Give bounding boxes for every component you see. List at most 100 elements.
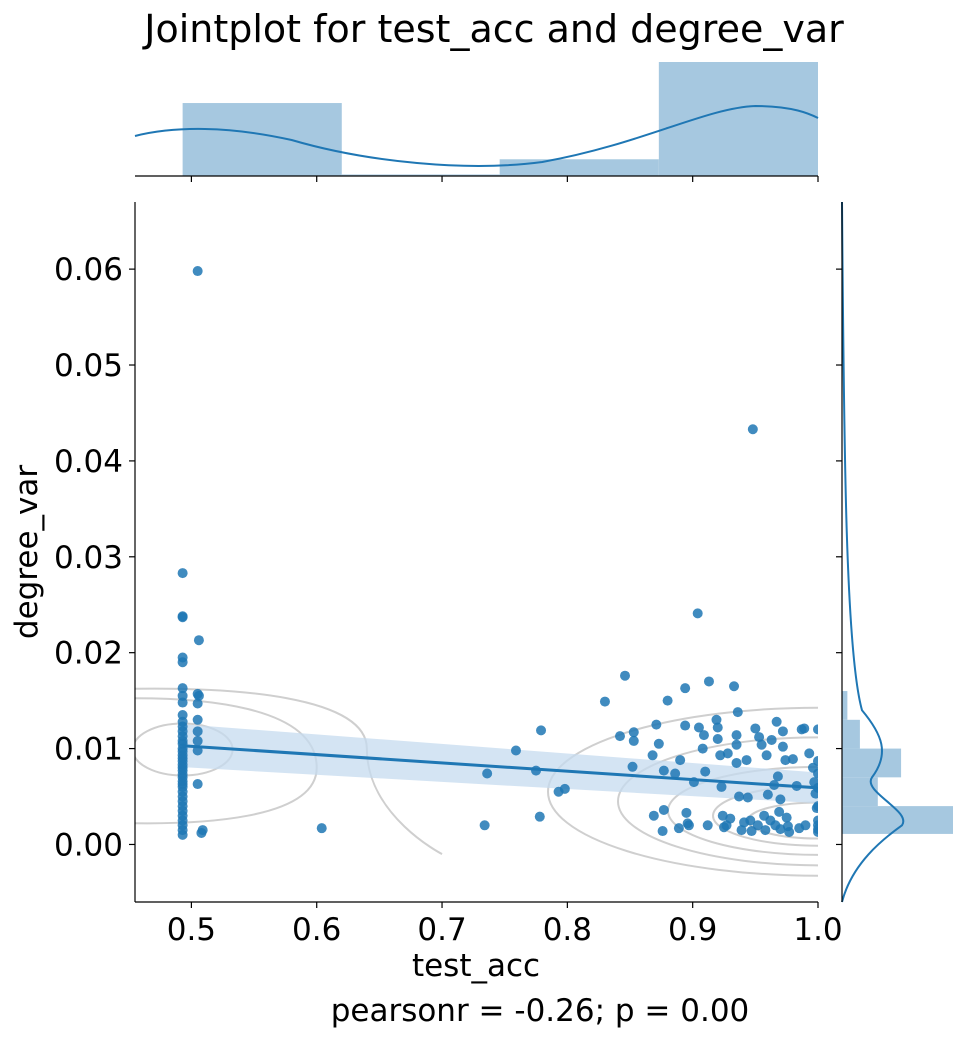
data-point <box>614 731 625 742</box>
data-point <box>648 810 659 821</box>
data-point <box>761 750 772 761</box>
data-point <box>651 719 662 730</box>
data-point <box>693 722 704 733</box>
data-point <box>177 683 188 694</box>
data-point <box>787 754 798 765</box>
data-point <box>647 750 658 761</box>
data-point <box>192 714 203 725</box>
data-point <box>192 779 203 790</box>
data-point <box>734 791 745 802</box>
data-point <box>536 725 547 736</box>
data-point <box>813 724 818 735</box>
data-point <box>712 733 723 744</box>
data-point <box>736 825 747 836</box>
y-tick-label: 0.00 <box>54 827 123 863</box>
y-tick-label: 0.04 <box>54 444 123 480</box>
x-axis-ticks: 0.5 0.6 0.7 0.8 0.9 1.0 <box>167 902 843 948</box>
y-tick-label: 0.01 <box>54 732 123 768</box>
data-point <box>627 761 638 772</box>
data-point <box>662 695 673 706</box>
x-axis-label: test_acc <box>412 948 540 984</box>
data-point <box>813 768 818 779</box>
data-point <box>777 741 788 752</box>
data-point <box>715 750 726 761</box>
data-point <box>752 820 763 831</box>
y-axis-ticks: 0.00 0.01 0.02 0.03 0.04 0.05 0.06 <box>54 252 135 863</box>
data-point <box>760 825 771 836</box>
data-point <box>599 696 610 707</box>
data-point <box>804 748 815 759</box>
x-tick-label: 0.9 <box>668 912 717 948</box>
data-point <box>628 735 639 746</box>
data-point <box>784 827 795 837</box>
data-point <box>813 801 818 812</box>
y-hist-bar <box>842 777 878 807</box>
data-point <box>192 735 203 746</box>
scatter-points <box>177 266 818 840</box>
data-point <box>177 612 188 623</box>
data-point <box>711 714 722 725</box>
y-hist-bar <box>842 719 860 749</box>
y-hist-bar <box>842 691 848 720</box>
data-point <box>673 823 684 834</box>
data-point <box>628 727 639 738</box>
x-tick-label: 0.6 <box>292 912 341 948</box>
data-point <box>766 734 777 745</box>
data-point <box>774 806 785 817</box>
y-marginal-histogram <box>836 201 953 903</box>
x-marginal-kde-curve <box>134 104 819 167</box>
regression-line <box>182 744 818 790</box>
data-point <box>813 756 818 767</box>
kde-contour <box>547 706 818 877</box>
data-point <box>177 697 188 708</box>
x-hist-bar <box>182 103 342 176</box>
data-point <box>775 824 786 835</box>
data-point <box>731 739 742 750</box>
kde-contour <box>712 784 818 847</box>
y-tick-label: 0.05 <box>54 348 123 384</box>
regression-ci-area <box>182 724 818 804</box>
regression-line-path <box>182 744 818 790</box>
main-scatter-axes: 0.5 0.6 0.7 0.8 0.9 1.0 0.000.010.020.030.040… <box>54 202 843 948</box>
data-point <box>731 730 742 741</box>
data-point <box>658 765 669 776</box>
y-tick-label: 0.03 <box>54 540 123 576</box>
data-point <box>700 766 711 777</box>
data-point <box>697 743 708 754</box>
data-point <box>777 726 788 737</box>
data-point <box>732 707 743 718</box>
data-point <box>680 720 691 731</box>
x-marginal-histogram <box>134 62 819 182</box>
data-point <box>772 771 783 782</box>
data-point <box>702 820 713 831</box>
data-point <box>680 683 691 694</box>
kde-contour <box>617 736 818 867</box>
data-point <box>479 820 490 831</box>
chart-title: Jointplot for test_acc and degree_var <box>142 7 844 51</box>
data-point <box>775 794 786 805</box>
data-point <box>698 730 709 741</box>
data-point <box>800 820 811 831</box>
data-point <box>196 827 207 838</box>
data-point <box>754 732 765 743</box>
data-point <box>717 810 728 821</box>
data-point <box>781 812 792 823</box>
x-hist-bar <box>499 159 659 176</box>
x-tick-label: 0.5 <box>167 912 216 948</box>
data-point <box>756 739 767 750</box>
y-axis-label: degree_var <box>9 465 45 639</box>
data-point <box>750 723 761 734</box>
x-hist-bar <box>658 62 818 176</box>
data-point <box>534 811 545 822</box>
data-point <box>729 681 740 692</box>
data-point <box>813 827 818 837</box>
data-point <box>692 608 703 619</box>
data-point <box>712 722 723 733</box>
data-point <box>703 676 714 687</box>
data-point <box>731 757 742 768</box>
y-tick-label: 0.06 <box>54 252 123 288</box>
data-point <box>177 657 188 668</box>
data-point <box>799 723 810 734</box>
data-point <box>745 815 756 826</box>
data-point <box>780 755 791 766</box>
